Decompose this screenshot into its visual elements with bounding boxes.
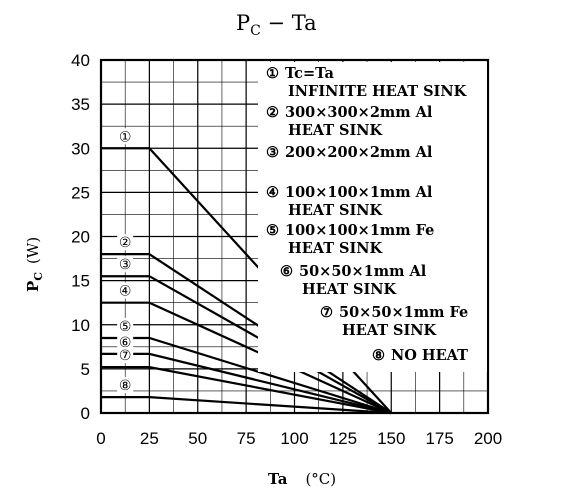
series-marker-bg [117,317,134,334]
legend-line2: INFINITE HEAT SINK [288,83,468,100]
x-tick-label: 0 [96,429,105,448]
legend-line1: 100×100×1mm Al [285,184,433,201]
legend-line1: 200×200×2mm Al [285,144,433,161]
series-marker: ⑧ [119,378,132,394]
y-tick-label: 20 [71,228,90,247]
y-tick-label: 30 [71,139,90,158]
y-axis-label-sub: C [32,272,45,281]
series-marker-bg [117,128,134,145]
plot-frame [99,58,490,415]
chart-title-rest: − Ta [261,11,317,35]
chart-ticks: 0 25 50 75 100 125 150 175 200 0 5 10 15 20 25 30 35 40 [71,51,502,448]
y-axis-label: PC (W) [24,237,45,292]
series-line [101,301,392,415]
series-marker: ④ [119,284,132,300]
x-tick-label: 200 [474,429,502,448]
y-axis-label-unit: (W) [24,237,42,264]
legend-line2: HEAT SINK [302,281,398,298]
legend-line1: 50×50×1mm Al [299,263,427,280]
x-axis-label: Ta (°C) [268,470,336,488]
legend-line1: Tc=Ta [285,65,335,82]
legend-line1: NO HEAT [391,347,468,364]
legend-bg [258,62,487,372]
legend-marker: ③ [266,144,279,161]
x-tick-label: 75 [237,429,256,448]
y-tick-label: 0 [81,404,90,423]
series-marker-bg [117,377,134,394]
legend-entry: ③ 200×200×2mm Al [266,144,433,161]
y-tick-label: 35 [71,95,90,114]
x-tick-label: 100 [280,429,308,448]
legend-entry: ⑧ NO HEAT [372,347,468,364]
series-marker-bg [117,333,134,350]
chart-title-sub: C [250,23,261,39]
legend-line2: HEAT SINK [342,322,438,339]
y-tick-label: 5 [81,360,90,379]
x-tick-label: 125 [329,429,357,448]
legend-marker: ⑤ [266,222,279,239]
x-tick-label: 25 [140,429,159,448]
legend-entry: ④ 100×100×1mm Al [266,184,433,201]
series-marker-bg [117,347,134,364]
legend-entry: ⑥ 50×50×1mm Al [280,263,427,280]
y-tick-label: 10 [71,316,90,335]
series-line [101,336,392,415]
legend-marker: ① [266,65,279,82]
series-line [101,366,392,415]
y-tick-label: 15 [71,272,90,291]
legend-entry: ⑤ 100×100×1mm Fe [266,222,434,239]
series-marker: ⑥ [119,335,132,351]
x-tick-label: 175 [425,429,453,448]
x-axis-label-main: Ta [268,470,288,488]
legend-line2: HEAT SINK [288,240,384,257]
legend-marker: ④ [266,184,279,201]
y-tick-label: 40 [71,51,90,70]
series-marker: ③ [119,257,132,273]
series-marker: ② [119,235,132,251]
legend-line1: 50×50×1mm Fe [339,304,468,321]
series-marker-bg [117,282,134,299]
legend-line1: 300×300×2mm Al [285,104,433,121]
y-axis-label-main: P [24,281,42,292]
series-marker: ⑦ [119,348,132,364]
legend-entry: ⑦ 50×50×1mm Fe [320,304,468,321]
legend-marker: ⑦ [320,304,333,321]
x-tick-label: 50 [188,429,207,448]
series-marker: ① [119,129,132,145]
series-marker-bg [117,256,134,273]
legend-marker: ⑧ [372,347,385,364]
legend-line1: 100×100×1mm Fe [285,222,434,239]
chart-title: PC − Ta [236,11,317,39]
series-line [101,396,392,415]
legend-marker: ② [266,104,279,121]
legend-entry: ② 300×300×2mm Al [266,104,433,121]
legend-line2: HEAT SINK [288,202,384,219]
series-marker: ⑤ [119,319,132,335]
x-axis-label-unit: (°C) [305,470,336,488]
series-line [101,352,392,415]
y-tick-label: 25 [71,183,90,202]
legend-entry: ① Tc=Ta [266,65,335,82]
x-tick-label: 150 [377,429,405,448]
legend-marker: ⑥ [280,263,293,280]
legend-line2: HEAT SINK [288,122,384,139]
chart-title-main: P [236,11,250,35]
series-marker-bg [117,234,134,251]
